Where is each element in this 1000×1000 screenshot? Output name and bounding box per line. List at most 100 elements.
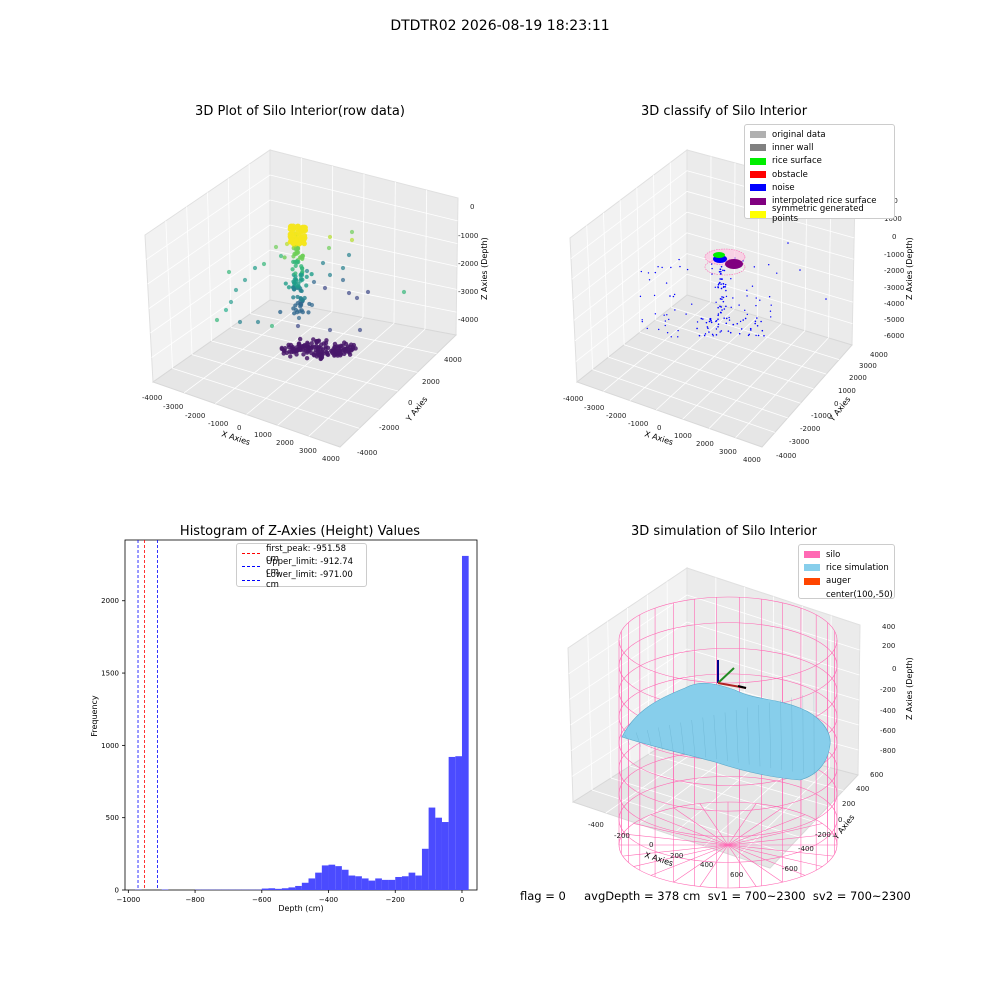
data-point (717, 323, 720, 325)
data-point (719, 298, 722, 300)
data-point (300, 269, 305, 274)
data-point (717, 318, 719, 320)
data-point (744, 309, 746, 312)
legend-item: auger (804, 575, 889, 588)
y-tick: 600 (870, 771, 883, 779)
data-point (332, 353, 337, 358)
data-point (311, 337, 316, 342)
grid-line (682, 323, 782, 420)
data-point (305, 348, 310, 354)
data-point (717, 286, 719, 288)
z-tick: 0 (892, 665, 896, 673)
y-tick: -200 (815, 831, 831, 839)
data-point (723, 269, 726, 272)
data-point (283, 281, 288, 286)
z-tick: -2000 (458, 260, 478, 268)
rice-mesh-line (624, 734, 631, 746)
x-tick: -200 (614, 832, 630, 840)
data-point (237, 319, 243, 325)
data-point (742, 319, 745, 321)
data-point (327, 234, 333, 240)
data-point (654, 271, 657, 274)
data-point (665, 282, 668, 284)
histogram-bar (281, 888, 289, 890)
y-axis-label: Y Axies (827, 395, 853, 424)
x-axis-label: X Axies (220, 429, 251, 447)
data-point (296, 259, 301, 265)
data-point (740, 328, 743, 330)
data-point (761, 329, 764, 332)
data-point (714, 286, 717, 289)
data-point (647, 272, 650, 274)
z-tick: -3000 (884, 284, 904, 292)
data-point (696, 321, 699, 323)
data-point (702, 318, 704, 320)
z-tick: 0 (470, 203, 474, 211)
x-tick-label: −400 (319, 896, 338, 904)
legend-swatch (750, 144, 766, 152)
data-point (269, 323, 275, 329)
z-tick: -200 (880, 686, 896, 694)
z-tick: -800 (880, 747, 896, 755)
data-point (664, 324, 666, 327)
data-point (318, 346, 324, 351)
y-tick: 200 (842, 800, 855, 808)
data-point (298, 303, 304, 308)
grid-line (686, 211, 854, 260)
data-point (753, 266, 756, 268)
data-point (301, 352, 306, 357)
data-point (326, 245, 332, 251)
data-point (721, 309, 723, 311)
data-point (295, 250, 301, 255)
data-point (292, 277, 297, 282)
z-axis-label: Z Axies (Depth) (905, 237, 914, 300)
data-point (299, 225, 306, 232)
data-point (297, 236, 304, 242)
data-point (770, 304, 772, 306)
histogram-bar (355, 876, 362, 890)
histogram-bar (441, 822, 449, 890)
histogram-bar (375, 878, 382, 890)
rice-mesh-line (702, 717, 706, 758)
data-point (746, 295, 748, 297)
legend-item: Upper_limit: -912.74 cm (242, 557, 361, 577)
grid-line (592, 369, 775, 433)
histogram-bar (455, 756, 462, 890)
y-tick: 2000 (422, 378, 440, 386)
data-point (311, 279, 317, 285)
data-point (711, 273, 713, 275)
histogram-bar (295, 885, 302, 890)
data-point (296, 343, 302, 348)
histogram-chart: −1000 −800 −600 −400 −200 0 0 500 1000 1500 2000 D… (90, 539, 478, 913)
histogram-bar (428, 807, 436, 890)
data-point (296, 284, 301, 289)
y-tick: 4000 (444, 356, 462, 364)
grid-line (708, 330, 806, 429)
data-point (719, 268, 722, 271)
silo-spoke (727, 844, 783, 883)
silo-spoke (727, 823, 823, 846)
data-point (316, 338, 322, 343)
data-point (707, 327, 709, 330)
data-point (720, 306, 722, 308)
data-point (292, 280, 297, 285)
z-tick: -5000 (884, 316, 904, 324)
data-point (704, 333, 707, 335)
x-tick: -4000 (142, 394, 162, 402)
rice-mesh-line (747, 707, 750, 765)
data-point (719, 305, 721, 308)
rice-mesh-line (713, 714, 717, 760)
data-point (290, 346, 295, 352)
grid-line (575, 273, 688, 362)
data-point (347, 352, 353, 357)
status-footer: flag = 0 avgDepth = 378 cm sv1 = 700~230… (520, 889, 911, 903)
data-point (727, 330, 730, 332)
legend-line (242, 579, 260, 581)
y-tick: -1000 (811, 412, 831, 420)
data-point (724, 283, 727, 286)
raw-plot-title: 3D Plot of Silo Interior(row data) (195, 104, 405, 119)
legend-item: first_peak: -951.58 cm (242, 544, 361, 564)
grid-line (151, 274, 271, 358)
x-tick: -1000 (628, 420, 648, 428)
data-point (755, 304, 757, 307)
